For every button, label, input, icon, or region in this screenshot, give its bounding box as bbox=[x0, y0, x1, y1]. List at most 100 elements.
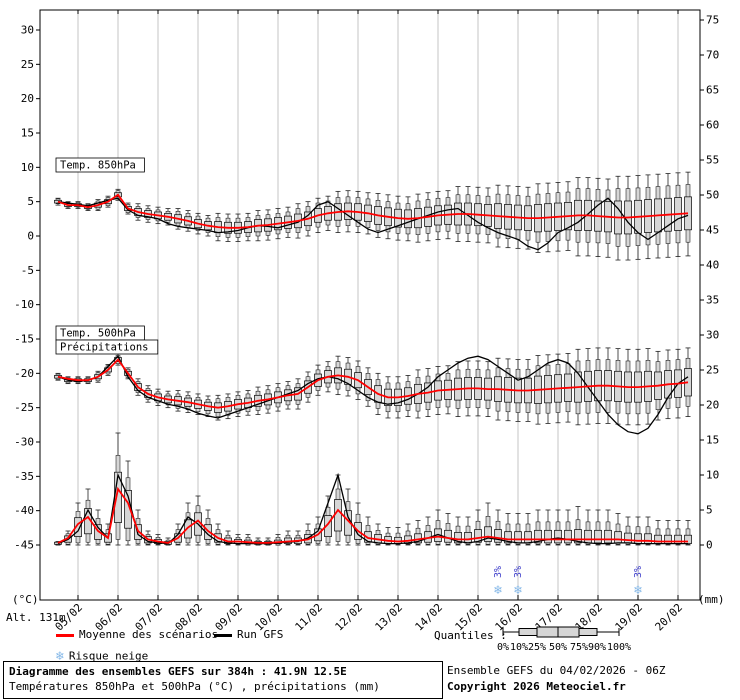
temp500-series bbox=[54, 347, 692, 435]
legend-snow-label: Risque neige bbox=[68, 649, 149, 663]
svg-text:Précipitations: Précipitations bbox=[60, 342, 149, 354]
svg-text:❄: ❄ bbox=[493, 583, 502, 598]
left-axis: 30 25 20 15 10 5 0 -5 -10 -15 -20 -25 -30 -35 -40 -45 bbox=[14, 24, 40, 552]
run-info: Ensemble GEFS du 04/02/2026 - 06Z bbox=[447, 664, 666, 677]
precip-boxplots bbox=[54, 432, 692, 546]
svg-text:-45: -45 bbox=[14, 539, 34, 552]
quantile-scale-labels: 0% 10% 25% 50% 75% 90% 100% bbox=[497, 642, 642, 654]
svg-text:-20: -20 bbox=[14, 367, 34, 380]
x-axis-date-label: 13/02 bbox=[373, 601, 406, 634]
x-axis-date-label: 12/02 bbox=[333, 601, 366, 634]
svg-text:❄: ❄ bbox=[633, 583, 642, 598]
svg-text:3%: 3% bbox=[493, 566, 504, 578]
x-axis-date-label: 20/02 bbox=[653, 601, 686, 634]
legend-run-label: Run GFS bbox=[237, 628, 284, 641]
svg-text:20/02: 20/02 bbox=[653, 601, 686, 634]
svg-text:10: 10 bbox=[706, 469, 719, 482]
svg-text:25: 25 bbox=[706, 364, 719, 377]
legend-mean: Moyenne des scénarios bbox=[56, 628, 218, 641]
section-label: Précipitations bbox=[55, 339, 159, 355]
svg-text:55: 55 bbox=[706, 154, 719, 167]
svg-text:5: 5 bbox=[706, 504, 713, 517]
right-axis-unit: (mm) bbox=[698, 593, 725, 606]
precip-mean-line bbox=[57, 486, 688, 544]
quantile-label-25: 25% bbox=[527, 642, 547, 653]
svg-text:30: 30 bbox=[21, 24, 34, 37]
mean-line-swatch bbox=[56, 633, 74, 637]
svg-text:-25: -25 bbox=[14, 401, 34, 414]
svg-text:-10: -10 bbox=[14, 298, 34, 311]
quantile-label-90: 90% bbox=[587, 642, 607, 653]
svg-text:40: 40 bbox=[706, 259, 719, 272]
temp500-run-gfs-line bbox=[57, 355, 689, 435]
svg-text:11/02: 11/02 bbox=[293, 601, 326, 634]
altitude-label: Alt. 131m bbox=[6, 611, 66, 624]
legend-quantiles-title: Quantiles : bbox=[434, 629, 507, 642]
svg-text:15: 15 bbox=[706, 434, 719, 447]
snow-risk-percentage: 3% bbox=[493, 566, 504, 578]
snow-risk-percentage: 3% bbox=[513, 566, 524, 578]
snowflake-icon: ❄ bbox=[56, 649, 64, 664]
svg-text:50: 50 bbox=[706, 189, 719, 202]
snow-risk-markers: ❄ 3% ❄ 3% ❄ 3% bbox=[493, 566, 644, 598]
copyright: Copyright 2026 Meteociel.fr bbox=[447, 680, 626, 693]
quantiles-glyph bbox=[502, 626, 620, 638]
svg-text:25: 25 bbox=[21, 58, 34, 71]
plot-border bbox=[39, 9, 701, 601]
svg-text:Temp. 500hPa: Temp. 500hPa bbox=[60, 328, 136, 340]
precip-run-gfs-line bbox=[57, 472, 688, 545]
svg-text:3%: 3% bbox=[633, 566, 644, 578]
quantile-label-10: 10% bbox=[509, 642, 529, 653]
temp850-run-gfs-line bbox=[57, 197, 689, 251]
svg-text:15: 15 bbox=[21, 127, 34, 140]
svg-text:0: 0 bbox=[706, 539, 713, 552]
temp850-series bbox=[54, 171, 692, 261]
svg-text:30: 30 bbox=[706, 329, 719, 342]
ensemble-chart: 302520151050-5-10-15-20-25-30-35-40-4575… bbox=[14, 9, 719, 634]
svg-text:-5: -5 bbox=[21, 264, 34, 277]
grid bbox=[77, 10, 679, 600]
quantile-label-100: 100% bbox=[606, 642, 632, 653]
svg-text:-35: -35 bbox=[14, 470, 34, 483]
footer-title-box: Diagramme des ensembles GEFS sur 384h : … bbox=[3, 661, 443, 699]
svg-text:13/02: 13/02 bbox=[373, 601, 406, 634]
diagram-title: Diagramme des ensembles GEFS sur 384h : … bbox=[9, 665, 347, 678]
precip-series bbox=[54, 432, 692, 546]
legend-snow-risk: ❄ Risque neige bbox=[56, 649, 148, 664]
svg-text:5: 5 bbox=[27, 195, 34, 208]
svg-text:60: 60 bbox=[706, 119, 719, 132]
svg-text:-15: -15 bbox=[14, 333, 34, 346]
section-label: Temp. 500hPa bbox=[55, 325, 145, 341]
svg-text:20: 20 bbox=[706, 399, 719, 412]
svg-text:70: 70 bbox=[706, 49, 719, 62]
svg-text:35: 35 bbox=[706, 294, 719, 307]
svg-text:-40: -40 bbox=[14, 504, 34, 517]
svg-text:10: 10 bbox=[21, 161, 34, 174]
quantile-label-50: 50% bbox=[548, 642, 568, 653]
run-line-swatch bbox=[214, 633, 232, 637]
x-axis-date-label: 11/02 bbox=[293, 601, 326, 634]
svg-text:3%: 3% bbox=[513, 566, 524, 578]
svg-text:12/02: 12/02 bbox=[333, 601, 366, 634]
legend-mean-label: Moyenne des scénarios bbox=[79, 628, 219, 641]
temp500-mean-line bbox=[57, 358, 689, 409]
left-axis-unit: (°C) bbox=[12, 593, 39, 606]
footer-run-info-block: Ensemble GEFS du 04/02/2026 - 06Z Copyri… bbox=[447, 663, 666, 695]
diagram-subtitle: Températures 850hPa et 500hPa (°C) , pré… bbox=[9, 680, 380, 693]
temp850-mean-line bbox=[57, 193, 689, 229]
svg-text:0: 0 bbox=[27, 230, 34, 243]
svg-text:65: 65 bbox=[706, 84, 719, 97]
quantile-label-0: 0% bbox=[496, 642, 510, 653]
svg-text:45: 45 bbox=[706, 224, 719, 237]
snow-risk-percentage: 3% bbox=[633, 566, 644, 578]
svg-text:❄: ❄ bbox=[513, 583, 522, 598]
svg-text:75: 75 bbox=[706, 14, 719, 27]
svg-text:-30: -30 bbox=[14, 436, 34, 449]
svg-text:20: 20 bbox=[21, 92, 34, 105]
svg-text:Temp. 850hPa: Temp. 850hPa bbox=[60, 160, 136, 172]
quantile-label-75: 75% bbox=[569, 642, 589, 653]
section-label: Temp. 850hPa bbox=[55, 157, 145, 173]
legend-run: Run GFS bbox=[214, 628, 283, 641]
